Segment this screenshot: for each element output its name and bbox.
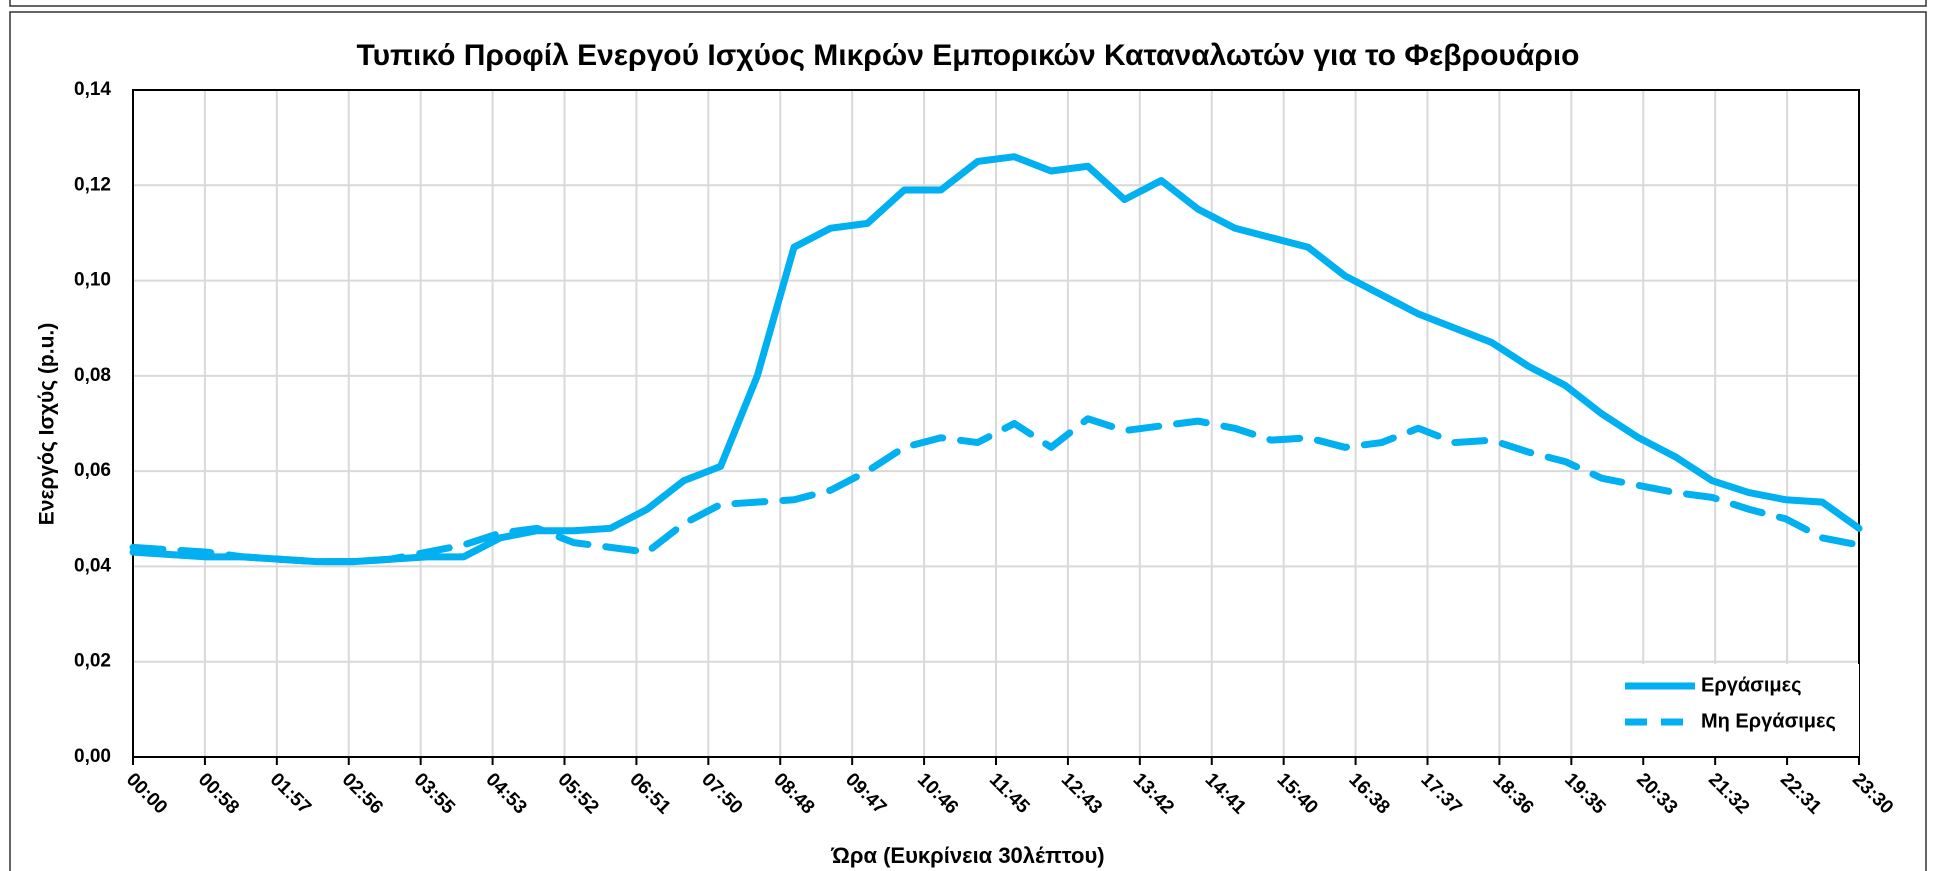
y-tick-label: 0,02 [74,651,111,672]
y-tick-label: 0,14 [74,79,111,100]
y-tick-label: 0,00 [74,746,111,767]
y-tick-label: 0,08 [74,365,111,386]
x-axis-label: Ώρα (Ευκρίνεια 30λέπτου) [830,843,1104,868]
legend-box [1603,664,1859,756]
plot-frame [132,89,1860,758]
y-tick-label: 0,06 [74,460,111,481]
legend-label: Εργάσιμες [1701,674,1802,696]
series-line [129,415,1863,566]
series-line [129,153,1863,566]
y-tick-label: 0,10 [74,270,111,291]
legend-label: Μη Εργάσιμες [1701,710,1836,732]
y-tick-label: 0,04 [74,555,111,576]
y-tick-label: 0,12 [74,174,111,195]
y-axis-label: Ενεργός Ισχύς (p.u.) [36,323,59,525]
top-frame [9,0,1927,7]
chart-title: Τυπικό Προφίλ Ενεργού Ισχύος Μικρών Εμπο… [356,39,1579,72]
